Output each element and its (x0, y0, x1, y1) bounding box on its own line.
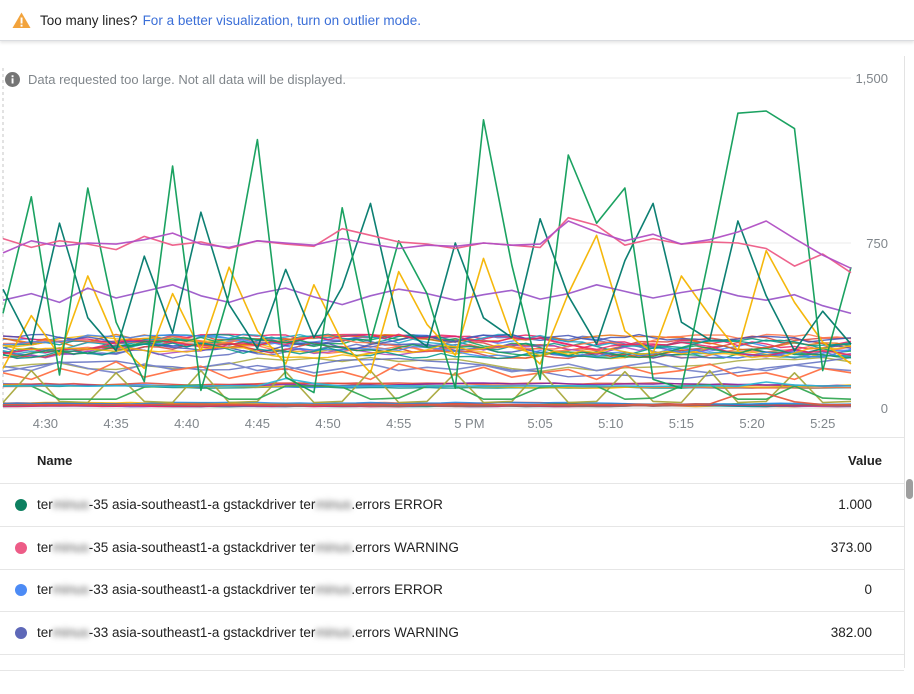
x-tick-label: 5 PM (454, 416, 485, 431)
x-tick-label: 5:20 (739, 416, 765, 431)
redacted-text: minus (315, 497, 352, 512)
row-divider (0, 611, 904, 612)
x-tick-label: 5:25 (810, 416, 836, 431)
table-row[interactable]: terminus-33 asia-southeast1-a gstackdriv… (0, 569, 904, 612)
series-color-dot (15, 626, 27, 639)
x-tick-label: 4:30 (32, 416, 59, 431)
row-divider (0, 526, 904, 527)
outlier-mode-link[interactable]: For a better visualization, turn on outl… (142, 12, 421, 28)
series-color-dot (15, 541, 27, 554)
redacted-text: minus (52, 624, 89, 640)
x-tick-label: 4:35 (103, 416, 129, 431)
banner-question-text: Too many lines? (40, 12, 138, 28)
redacted-text: minus (52, 539, 89, 555)
column-header-name: Name (37, 453, 73, 468)
redacted-text: minus (315, 624, 352, 640)
series-name: terminus-33 asia-southeast1-a gstackdriv… (37, 582, 443, 597)
too-many-lines-banner: Too many lines? For a better visualizati… (0, 0, 914, 41)
x-tick-label: 4:50 (315, 416, 341, 431)
redacted-text: minus (52, 497, 89, 512)
x-tick-label: 5:10 (598, 416, 624, 431)
series-name: terminus-35 asia-southeast1-a gstackdriv… (37, 539, 459, 555)
series-value: 382.00 (830, 624, 872, 640)
table-row[interactable]: terminus-35 asia-southeast1-a gstackdriv… (0, 527, 904, 570)
x-tick-label: 4:40 (174, 416, 200, 431)
x-tick-label: 4:55 (386, 416, 412, 431)
x-tick-label: 5:15 (668, 416, 695, 431)
series-value: 0 (864, 582, 872, 597)
series-value: 1.000 (838, 497, 872, 512)
warning-icon (12, 12, 31, 28)
redacted-text: minus (52, 582, 89, 597)
series-color-dot (15, 584, 27, 596)
chart-table-divider (0, 437, 904, 438)
row-divider (0, 568, 904, 570)
panel-right-border (904, 56, 905, 668)
redacted-text: minus (315, 539, 352, 555)
bottom-divider (0, 670, 904, 671)
table-row[interactable]: terminus-35 asia-southeast1-a gstackdriv… (0, 484, 904, 527)
row-divider (0, 653, 904, 655)
redacted-text: minus (315, 582, 352, 597)
x-tick-label: 4:45 (244, 416, 271, 431)
series-name: terminus-33 asia-southeast1-a gstackdriv… (37, 624, 459, 640)
y-tick-label: 750 (866, 236, 888, 251)
y-tick-label: 0 (880, 401, 888, 416)
y-tick-label: 1,500 (855, 71, 888, 86)
timeseries-chart[interactable] (0, 68, 914, 409)
scrollbar-thumb[interactable] (906, 479, 913, 499)
series-color-dot (15, 499, 27, 511)
data-too-large-notice: Data requested too large. Not all data w… (5, 72, 346, 87)
info-icon (5, 72, 20, 87)
column-header-value: Value (848, 453, 882, 468)
x-tick-label: 5:05 (527, 416, 553, 431)
table-row[interactable]: terminus-33 asia-southeast1-a gstackdriv… (0, 612, 904, 655)
series-name: terminus-35 asia-southeast1-a gstackdriv… (37, 497, 443, 512)
series-value: 373.00 (830, 539, 872, 555)
header-divider (0, 483, 904, 484)
notice-text: Data requested too large. Not all data w… (28, 72, 346, 87)
